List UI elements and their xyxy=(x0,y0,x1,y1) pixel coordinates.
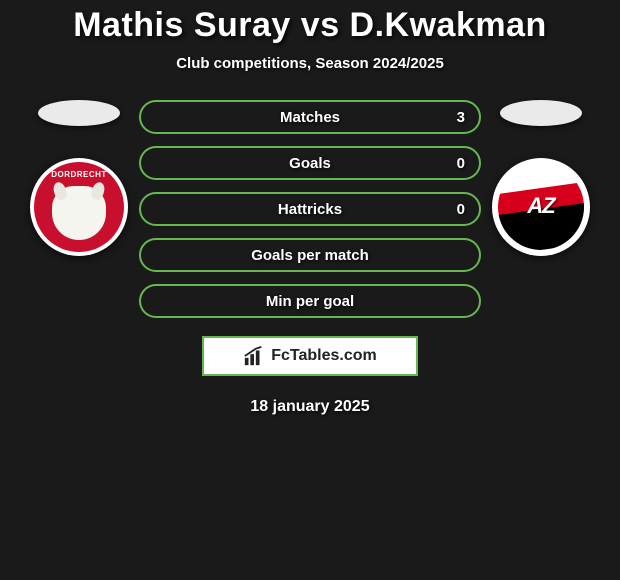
stat-row-min-per-goal: Min per goal xyxy=(139,284,481,318)
right-player-photo-placeholder xyxy=(500,100,582,126)
stat-label: Goals xyxy=(289,155,331,172)
stats-column: Matches 3 Goals 0 Hattricks 0 Goals per … xyxy=(139,100,481,318)
stat-row-hattricks: Hattricks 0 xyxy=(139,192,481,226)
dordrecht-ring: DORDRECHT xyxy=(34,162,124,252)
dordrecht-badge-text: DORDRECHT xyxy=(34,170,124,179)
stat-row-goals: Goals 0 xyxy=(139,146,481,180)
stat-right-value: 3 xyxy=(457,109,465,126)
stat-label: Goals per match xyxy=(251,247,369,264)
branding-box: FcTables.com xyxy=(202,336,418,376)
stat-label: Min per goal xyxy=(266,293,354,310)
az-wave: AZ xyxy=(498,164,584,250)
comparison-card: Mathis Suray vs D.Kwakman Club competiti… xyxy=(0,0,620,416)
sheep-ear-left xyxy=(52,181,69,202)
left-player-column: DORDRECHT xyxy=(29,100,129,256)
main-row: DORDRECHT Matches 3 Goals 0 xyxy=(0,100,620,318)
az-badge-text: AZ xyxy=(498,193,584,219)
stat-right-value: 0 xyxy=(457,155,465,172)
comparison-title: Mathis Suray vs D.Kwakman xyxy=(0,6,620,45)
dordrecht-sheep-icon xyxy=(52,186,106,240)
branding-text: FcTables.com xyxy=(271,347,377,365)
right-player-column: AZ xyxy=(491,100,591,256)
left-player-photo-placeholder xyxy=(38,100,120,126)
stat-row-matches: Matches 3 xyxy=(139,100,481,134)
sheep-ear-right xyxy=(90,181,107,202)
comparison-subtitle: Club competitions, Season 2024/2025 xyxy=(0,55,620,72)
bar-chart-icon xyxy=(243,345,265,367)
stat-label: Hattricks xyxy=(278,201,342,218)
comparison-date: 18 january 2025 xyxy=(0,398,620,416)
stat-row-goals-per-match: Goals per match xyxy=(139,238,481,272)
left-club-badge: DORDRECHT xyxy=(30,158,128,256)
stat-right-value: 0 xyxy=(457,201,465,218)
stat-label: Matches xyxy=(280,109,340,126)
right-club-badge: AZ xyxy=(492,158,590,256)
